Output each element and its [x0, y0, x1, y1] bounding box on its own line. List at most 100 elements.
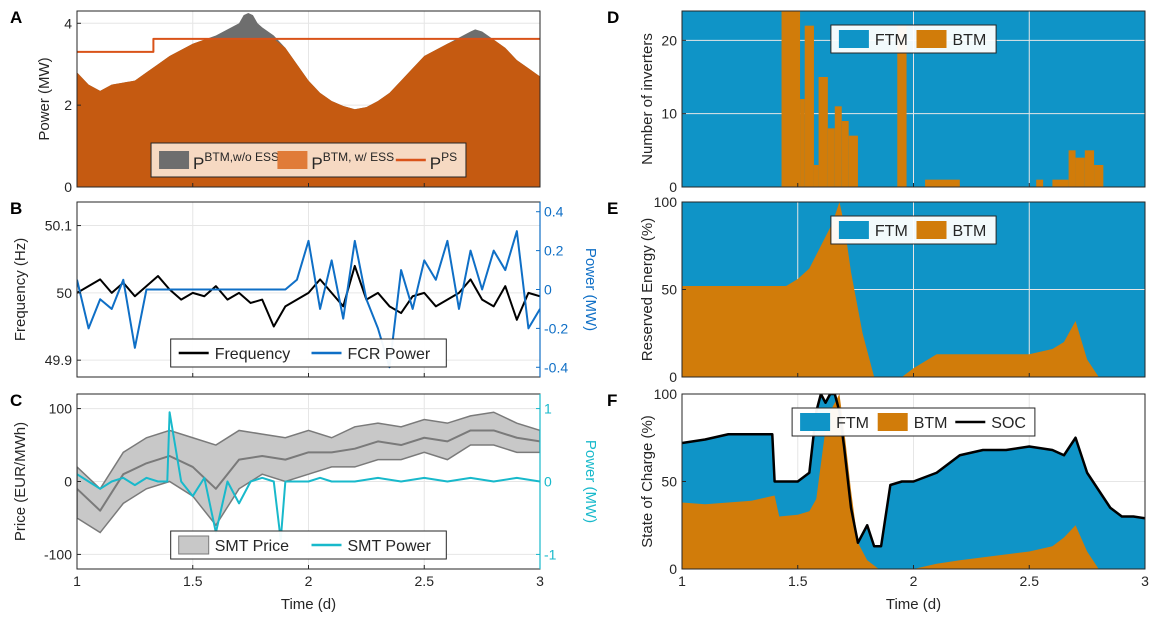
plot-area [682, 202, 1145, 377]
bar-btm [848, 135, 858, 187]
legend-label-base: P [311, 154, 322, 173]
legend-label-base: P [193, 154, 204, 173]
legend-label-base: P [430, 154, 441, 173]
x-axis-label: Time (d) [281, 596, 336, 613]
legend-label: SMT Price [215, 538, 289, 555]
y-axis-label: Power (MW) [36, 57, 53, 140]
legend-swatch [159, 151, 190, 169]
legend-label: PPS [430, 150, 457, 173]
legend: FTM BTM [830, 215, 997, 245]
bar-btm [925, 179, 960, 187]
x-tick-label: 2.5 [415, 573, 435, 589]
y-tick-label: -100 [44, 546, 72, 562]
legend-swatch [877, 413, 908, 431]
legend-box [170, 530, 447, 560]
y-right-tick-label: -0.2 [544, 320, 568, 336]
y-tick-label: 0 [64, 179, 72, 195]
panel-e: 0 50 100 Reserved Energy (%) E FTM BTM [607, 194, 1146, 385]
legend-box [791, 407, 1036, 437]
legend-label-superscript: BTM, w/ ESS [323, 150, 394, 164]
y-tick-label: 49.9 [45, 352, 72, 368]
bar-btm [841, 121, 849, 187]
y-tick-label: 50 [661, 474, 677, 490]
legend-label-superscript: BTM,w/o ESS [204, 150, 279, 164]
y-axis-label: State of Charge (%) [639, 415, 656, 548]
legend: FTM BTM SOC [791, 407, 1036, 437]
bar-btm [1075, 157, 1085, 187]
y-right-tick-label: 0.4 [544, 204, 564, 220]
panel-label: A [10, 8, 22, 27]
panel-label: B [10, 199, 22, 218]
legend: PBTM,w/o ESS PBTM, w/ ESS PPS [150, 142, 467, 178]
panel-c: 1 1.5 2 2.5 3 -100 0 100 -1 0 1 Power (MW) Price (EU… [10, 391, 599, 613]
y-tick-label: 10 [661, 106, 677, 122]
y-tick-label: 0 [669, 369, 677, 385]
panel-f: 1 1.5 2 2.5 3 0 50 100 State of Charge (%) Time (… [607, 386, 1149, 613]
legend-label: FTM [875, 32, 908, 49]
y-axis-label: Frequency (Hz) [12, 238, 29, 341]
bar-btm [1052, 179, 1069, 187]
legend-label: Frequency [215, 346, 291, 363]
x-tick-label: 1.5 [183, 573, 203, 589]
y-tick-label: 20 [661, 32, 677, 48]
series-smt-price-band [77, 411, 540, 534]
legend-label: PBTM, w/ ESS [311, 150, 394, 173]
bar-btm [804, 25, 814, 187]
panel-b: 49.9 50 50.1 -0.4 -0.2 0 0.2 0.4 Power (MW) Frequ… [10, 199, 599, 378]
bar-btm [1036, 179, 1044, 187]
bar-btm [781, 11, 801, 187]
bar-btm [800, 99, 805, 187]
legend-label: BTM [953, 223, 987, 240]
panel-label: D [607, 8, 619, 27]
bar-btm [834, 106, 842, 187]
legend-swatch [838, 221, 869, 239]
y-axis-label: Number of inverters [639, 33, 656, 165]
bar-btm [813, 165, 819, 187]
bar-btm [827, 128, 835, 187]
legend-swatch [277, 151, 308, 169]
bar-btm [818, 77, 828, 187]
y-right-tick-label: -0.4 [544, 359, 568, 375]
legend-swatch [916, 30, 947, 48]
bar-btm [1094, 165, 1104, 187]
y-right-tick-label: -1 [544, 546, 557, 562]
legend-label: SMT Power [348, 538, 432, 555]
legend-swatch [178, 535, 210, 555]
legend-label: BTM [914, 415, 948, 432]
x-tick-label: 2.5 [1020, 573, 1040, 589]
x-tick-label: 3 [1141, 573, 1149, 589]
x-tick-label: 2 [910, 573, 918, 589]
x-tick-label: 1 [73, 573, 81, 589]
legend-label: FCR Power [348, 346, 431, 363]
legend-label: PBTM,w/o ESS [193, 150, 279, 173]
x-tick-label: 1 [678, 573, 686, 589]
plot-area [682, 394, 1145, 569]
y-tick-label: 100 [654, 194, 678, 210]
series-smt-power [77, 411, 540, 541]
y-right-axis-label: Power (MW) [582, 440, 599, 523]
series-smt-price-line [77, 429, 540, 512]
y-tick-label: 100 [654, 386, 678, 402]
y-tick-label: 50 [56, 285, 72, 301]
y-right-tick-label: 1 [544, 401, 552, 417]
y-axis-label: Price (EUR/MWh) [12, 422, 29, 541]
y-tick-label: 0 [669, 561, 677, 577]
plot-area [781, 11, 1104, 187]
x-tick-label: 1.5 [788, 573, 808, 589]
legend-label: SOC [991, 415, 1026, 432]
y-right-tick-label: 0 [544, 474, 552, 490]
plot-area [77, 411, 540, 541]
y-tick-label: 4 [64, 15, 72, 31]
legend-swatch [916, 221, 947, 239]
series-btm [682, 202, 1145, 377]
bar-btm [897, 25, 907, 187]
legend: SMT Price SMT Power [170, 530, 447, 560]
y-right-tick-label: 0.2 [544, 243, 564, 259]
legend-label: BTM [953, 32, 987, 49]
series-pps [77, 37, 540, 53]
bar-btm [1068, 150, 1076, 187]
legend: Frequency FCR Power [170, 338, 447, 368]
x-tick-label: 2 [305, 573, 313, 589]
